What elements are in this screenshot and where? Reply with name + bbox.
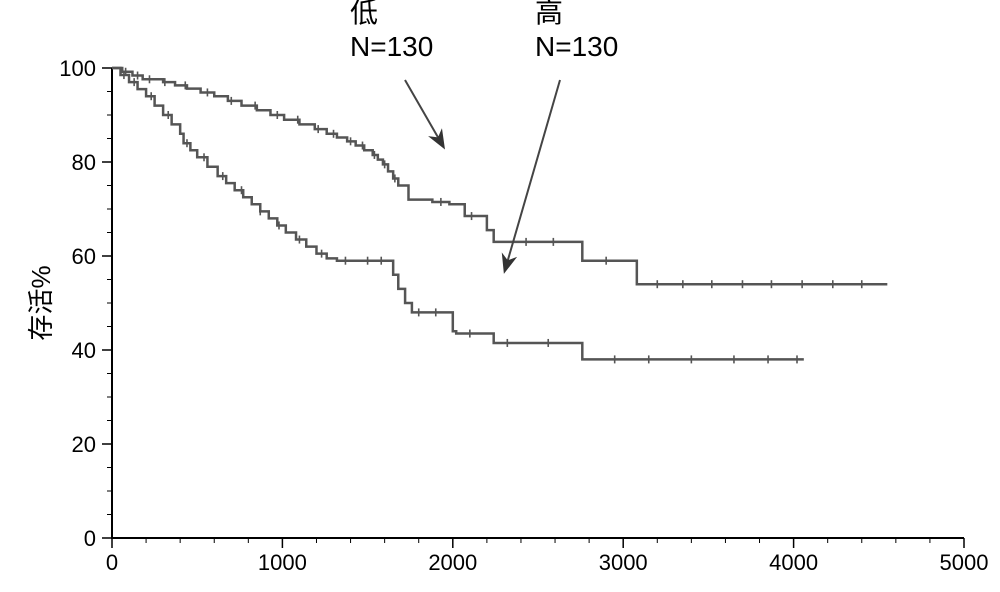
ytick-label: 60 (72, 244, 96, 269)
km-curve-high (112, 68, 804, 359)
xtick-label: 0 (106, 550, 118, 575)
chart-stage: 020406080100010002000300040005000存活% 低 N… (0, 0, 1000, 592)
ytick-label: 0 (84, 526, 96, 551)
xtick-label: 3000 (599, 550, 648, 575)
arrow-low (405, 80, 443, 146)
km-curve-low (112, 68, 887, 284)
xtick-label: 4000 (769, 550, 818, 575)
ytick-label: 40 (72, 338, 96, 363)
ytick-label: 20 (72, 432, 96, 457)
km-plot: 020406080100010002000300040005000存活% (0, 0, 1000, 592)
annot-high-n: N=130 (535, 32, 618, 63)
annot-low-n: N=130 (350, 32, 433, 63)
xtick-label: 5000 (940, 550, 989, 575)
ytick-label: 80 (72, 150, 96, 175)
xtick-label: 1000 (258, 550, 307, 575)
annot-high-label: 高 (535, 0, 563, 29)
axes (112, 68, 964, 538)
xtick-label: 2000 (428, 550, 477, 575)
y-axis-label: 存活% (26, 265, 56, 340)
ytick-label: 100 (59, 56, 96, 81)
annot-low-label: 低 (350, 0, 378, 29)
